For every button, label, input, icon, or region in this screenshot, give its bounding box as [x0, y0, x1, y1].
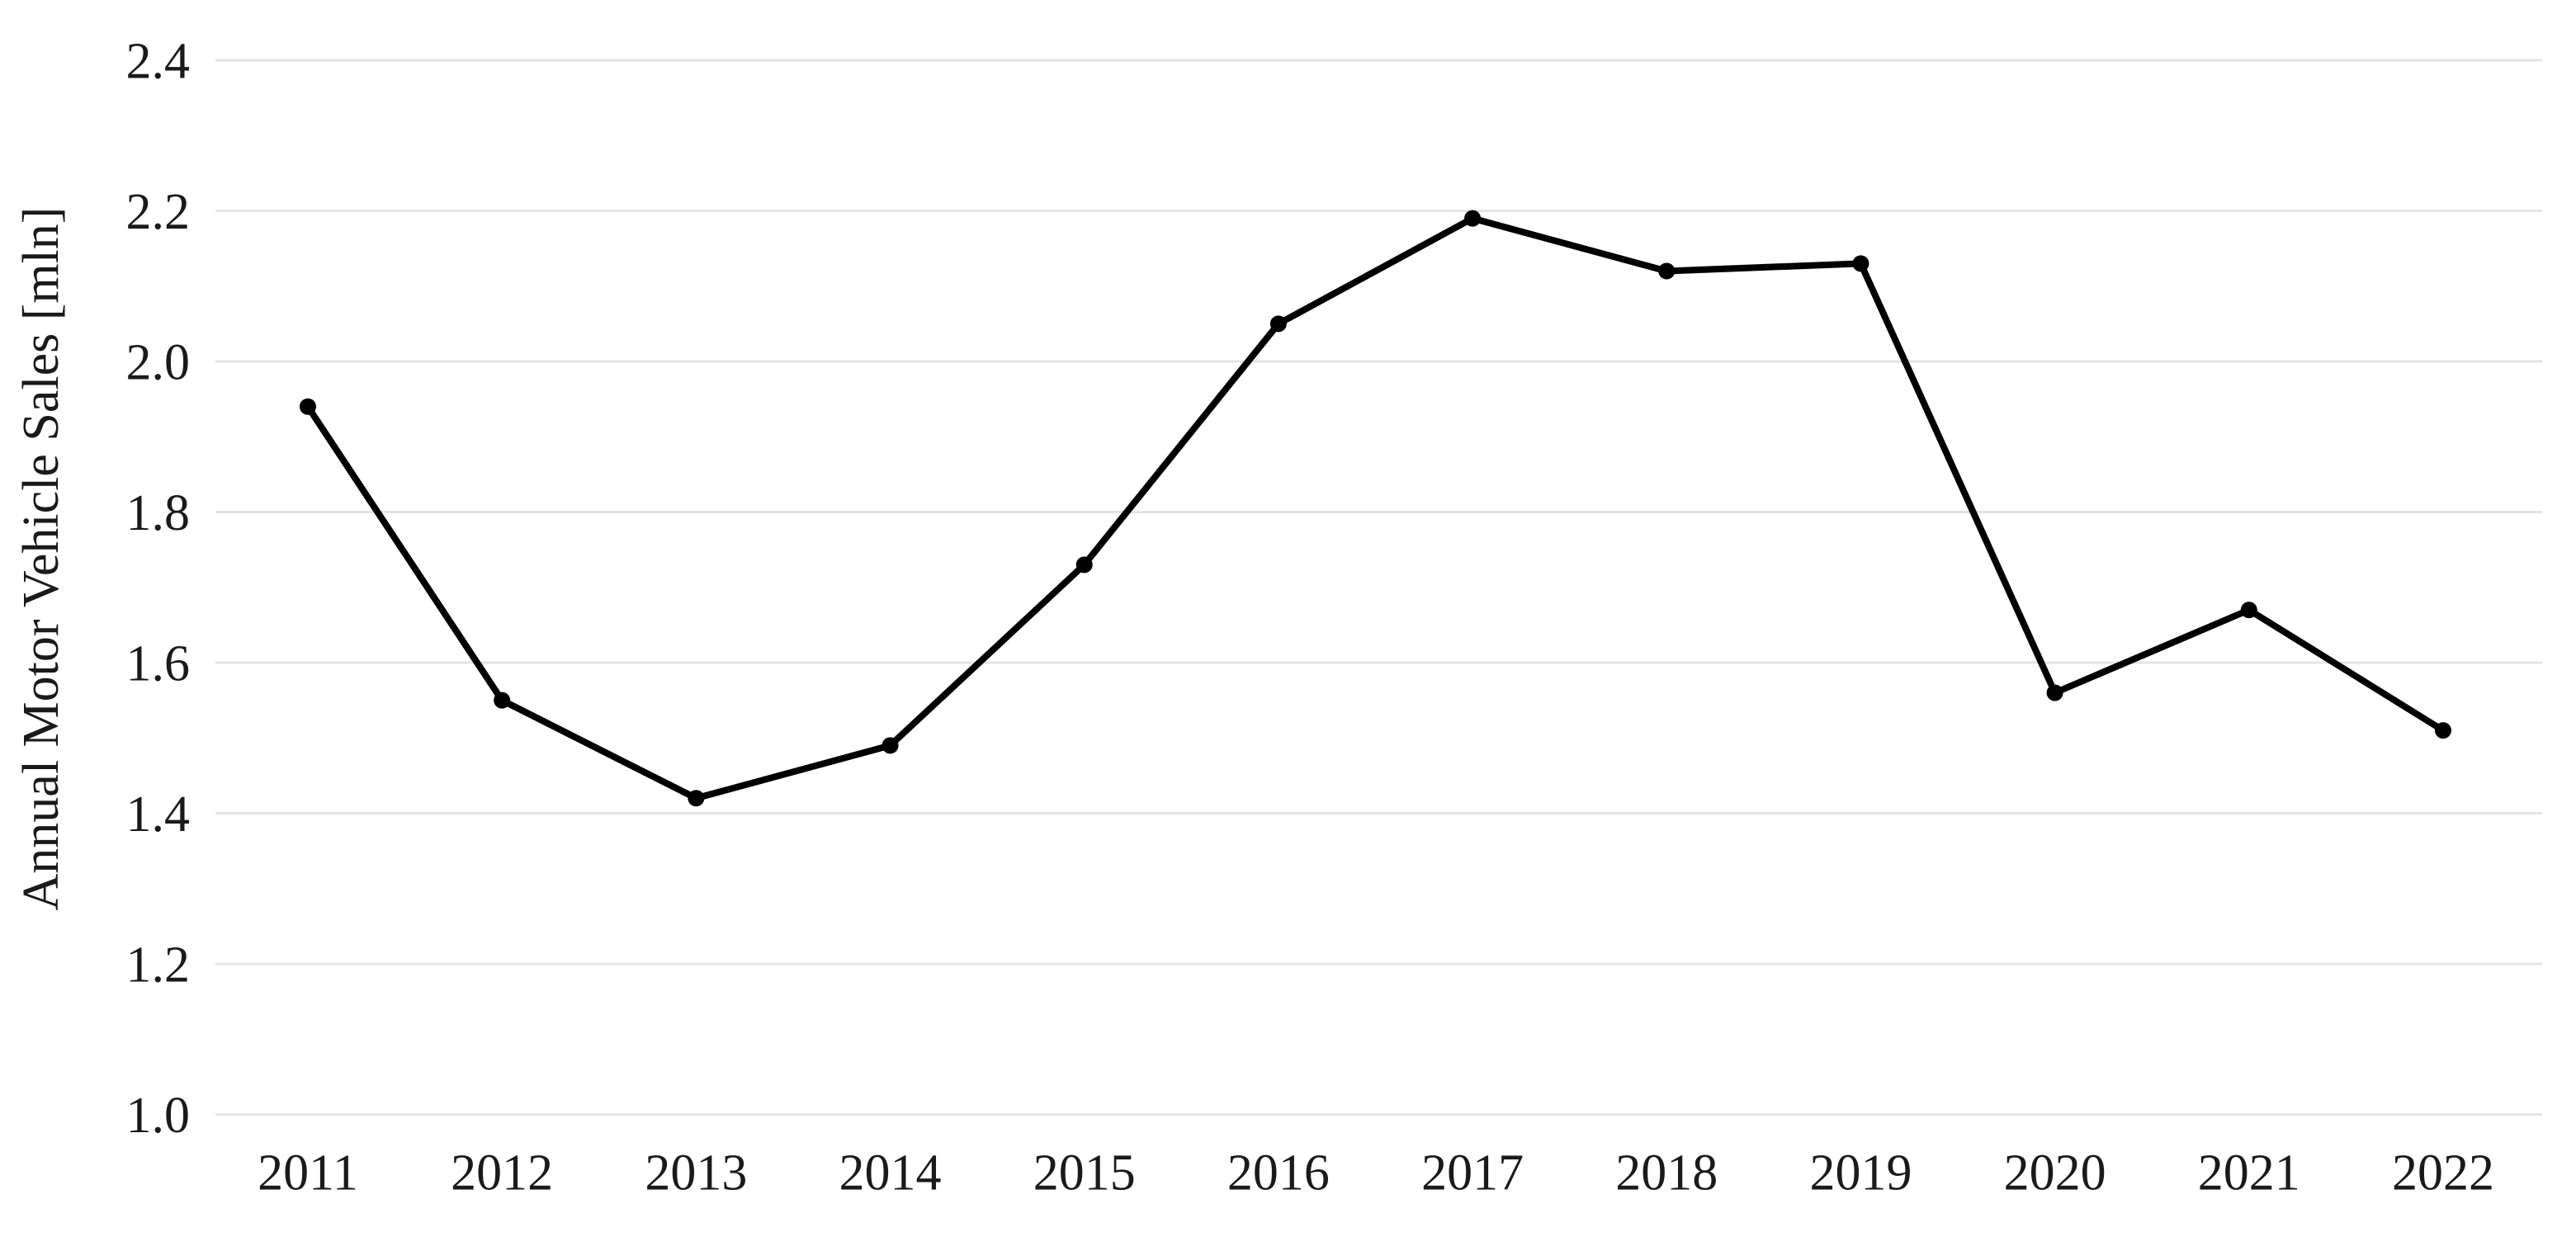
x-tick-label: 2021 [2198, 1145, 2300, 1202]
y-axis-title: Annual Motor Vehicle Sales [mln] [13, 207, 69, 911]
data-point [1658, 262, 1676, 280]
data-point [494, 692, 511, 709]
y-tick-label: 2.4 [126, 34, 191, 90]
data-series-layer [300, 210, 2451, 807]
x-tick-label: 2019 [1809, 1145, 1912, 1202]
x-tick-label: 2020 [2004, 1145, 2106, 1202]
data-point [1075, 556, 1093, 574]
y-tick-label: 2.0 [126, 335, 191, 391]
data-point [1852, 255, 1869, 272]
y-tick-label: 1.8 [126, 485, 191, 541]
y-tick-label: 2.2 [126, 184, 191, 240]
x-tick-label: 2013 [645, 1145, 747, 1202]
data-point [2240, 602, 2257, 619]
data-point [300, 398, 316, 415]
x-tick-label: 2022 [2392, 1145, 2494, 1202]
x-tick-label: 2014 [839, 1145, 942, 1202]
y-tick-label: 1.6 [126, 636, 191, 692]
data-point [688, 790, 705, 807]
x-tick-label: 2012 [451, 1145, 553, 1202]
data-point [2046, 684, 2063, 701]
y-tick-label: 1.0 [126, 1088, 191, 1144]
x-tick-label: 2011 [258, 1145, 358, 1202]
data-point [2434, 722, 2451, 739]
y-tick-label: 1.4 [126, 786, 191, 843]
x-tick-label: 2015 [1033, 1145, 1136, 1202]
x-tick-label: 2016 [1227, 1145, 1330, 1202]
gridlines-layer [215, 59, 2542, 1116]
data-line [305, 215, 2446, 802]
data-point [1464, 210, 1482, 227]
data-point [882, 737, 899, 754]
x-tick-label: 2017 [1421, 1145, 1524, 1202]
y-tick-label: 1.2 [126, 937, 191, 994]
data-point [1269, 315, 1287, 333]
y-axis-tick-labels: 2.4 2.2 2.0 1.8 1.6 1.4 1.2 1.0 [126, 34, 191, 1144]
x-tick-label: 2018 [1615, 1145, 1718, 1202]
x-axis-tick-labels: 2011 2012 2013 2014 2015 2016 2017 2018 2019 2020… [258, 1145, 2494, 1202]
